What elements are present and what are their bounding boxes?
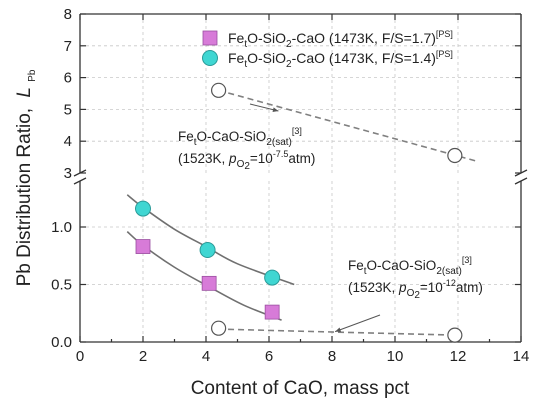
y-axis-title-subscript: Pb [27,69,38,82]
x-tick-label: 8 [328,348,336,365]
x-tick-label: 2 [139,348,147,365]
axis-break-mark [514,177,528,185]
legend: FetO-SiO2-CaO (1473K, F/S=1.7)[PS]FetO-S… [202,29,453,70]
y-tick-label: 8 [64,6,72,23]
legend-label: FetO-SiO2-CaO (1473K, F/S=1.7)[PS] [228,29,453,50]
annotation-arrow [334,314,381,333]
svg-text:Pb Distribution Ratio, L: Pb Distribution Ratio, L Pb [14,69,38,286]
y-tick-label: 4 [64,133,72,150]
dashed-trend-series-4 [228,328,455,336]
data-point-open-circle [447,327,463,343]
annotation-line1: FetO-CaO-SiO2(sat)[3] [348,255,472,277]
y-tick-label: 0.0 [51,334,72,351]
data-point-open-circle [447,147,463,164]
annotation-line1: FetO-CaO-SiO2(sat)[3] [178,126,302,148]
y-tick-label: 6 [64,70,72,87]
x-tick-label: 12 [450,348,467,365]
legend-marker-square [202,30,218,46]
x-tick-label: 10 [387,348,404,365]
y-axis-title: Pb Distribution Ratio, L Pb [14,69,38,286]
annotation-2: FetO-CaO-SiO2(sat)[3](1523K, pO2=10-12at… [334,255,483,333]
data-point-open-circle [211,82,227,98]
dashed-trend-series-3 [218,89,478,163]
x-axis-title: Content of CaO, mass pct [191,378,410,399]
data-point-open-circle [211,320,227,336]
y-axis-title-text: Pb Distribution Ratio, [14,108,35,286]
data-point-circle [264,269,281,286]
annotation-line2: (1523K, pO2=10-7.5atm) [178,149,315,172]
y-tick-label: 1.0 [51,219,72,236]
annotation-arrowhead [335,327,342,332]
y-tick-label: 3 [64,165,72,182]
grid [80,14,521,342]
y-tick-label: 5 [64,101,72,118]
data-point-circle [199,242,216,258]
data-point-square [201,275,217,291]
x-tick-label: 6 [265,348,273,365]
y-tick-label: 0.5 [51,277,72,294]
data-point-circle [135,200,151,217]
x-tick-label: 4 [202,348,210,365]
tick-labels: 0 2 4 6 8 10 12 14 3 4 5 6 7 8 0.0 0.5 1.0 [51,6,529,365]
legend-label: FetO-SiO2-CaO (1473K, F/S=1.4)[PS] [228,49,453,70]
y-tick-label: 7 [64,38,72,55]
axis-break-mark [73,177,87,185]
x-tick-label: 0 [76,348,84,365]
annotation-1: FetO-CaO-SiO2(sat)[3](1523K, pO2=10-7.5a… [178,103,315,172]
data-points [135,82,463,343]
annotation-line2: (1523K, pO2=10-12atm) [348,278,483,301]
x-tick-label: 14 [513,348,530,365]
data-point-square [135,239,151,254]
trend-lines [126,89,478,336]
annotation-arrowhead [272,107,279,112]
annotations: FetO-CaO-SiO2(sat)[3](1523K, pO2=10-7.5a… [178,103,483,333]
data-point-square [264,304,280,320]
y-axis-title-symbol: L [14,87,35,98]
legend-marker-circle [202,50,218,66]
